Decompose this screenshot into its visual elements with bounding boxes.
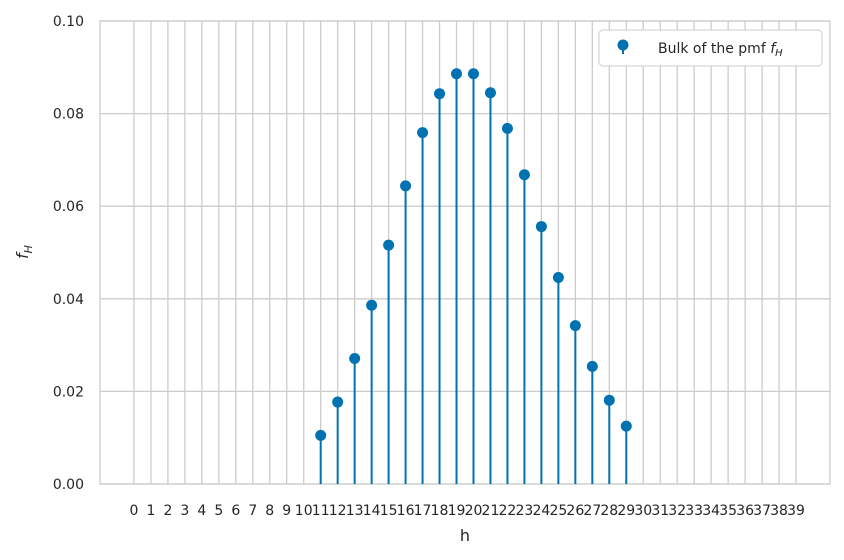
stem-marker xyxy=(383,239,395,251)
x-tick-label: 13 xyxy=(346,503,364,519)
x-tick-label: 30 xyxy=(634,503,652,519)
x-tick-label: 6 xyxy=(231,503,240,519)
x-tick-label: 7 xyxy=(248,503,257,519)
x-tick-label: 9 xyxy=(282,503,291,519)
stem-series xyxy=(315,68,632,484)
x-axis-label: h xyxy=(460,526,470,545)
stem-marker xyxy=(535,221,547,233)
legend-box xyxy=(598,29,823,67)
x-tick-label: 8 xyxy=(265,503,274,519)
x-tick-label: 4 xyxy=(197,503,206,519)
y-tick-labels: 0.00 0.02 0.04 0.06 0.08 0.10 xyxy=(53,14,84,493)
x-tick-label: 16 xyxy=(397,503,415,519)
x-tick-label: 19 xyxy=(448,503,466,519)
stem-marker xyxy=(332,396,344,408)
x-tick-label: 1 xyxy=(146,503,155,519)
x-tick-label: 10 xyxy=(295,503,313,519)
stem-marker xyxy=(569,320,581,332)
x-tick-label: 38 xyxy=(770,503,788,519)
x-tick-label: 24 xyxy=(532,503,550,519)
x-tick-label: 14 xyxy=(363,503,381,519)
x-tick-label: 2 xyxy=(163,503,172,519)
x-tick-label: 0 xyxy=(129,503,138,519)
stem-marker xyxy=(518,169,530,181)
x-tick-label: 12 xyxy=(329,503,347,519)
stem-marker xyxy=(603,394,615,406)
y-tick-label: 0.08 xyxy=(53,107,84,123)
stem-marker xyxy=(552,272,564,284)
y-tick-label: 0.10 xyxy=(53,14,84,30)
x-tick-labels: 0 1 2 3 4 5 6 7 8 9 10 11 12 13 14 15 16 17 18 19 20 21 22 23 24… xyxy=(129,503,804,519)
x-tick-label: 15 xyxy=(380,503,398,519)
stem-marker xyxy=(467,68,479,80)
x-tick-label: 36 xyxy=(736,503,754,519)
x-tick-label: 23 xyxy=(516,503,534,519)
plot-frame xyxy=(99,20,831,485)
x-tick-label: 5 xyxy=(214,503,223,519)
y-axis-label: fH xyxy=(13,245,35,259)
x-tick-label: 33 xyxy=(685,503,703,519)
x-tick-label: 27 xyxy=(583,503,601,519)
stem-marker xyxy=(366,299,378,311)
x-tick-label: 39 xyxy=(787,503,805,519)
stem-marker xyxy=(586,360,598,372)
x-tick-label: 37 xyxy=(753,503,771,519)
x-tick-label: 20 xyxy=(465,503,483,519)
x-tick-label: 29 xyxy=(617,503,635,519)
y-tick-label: 0.02 xyxy=(53,384,84,400)
x-tick-label: 31 xyxy=(651,503,669,519)
x-tick-label: 3 xyxy=(180,503,189,519)
x-tick-label: 34 xyxy=(702,503,720,519)
legend-label: Bulk of the pmf fH xyxy=(658,41,783,59)
x-tick-label: 32 xyxy=(668,503,686,519)
x-tick-label: 22 xyxy=(499,503,517,519)
x-tick-label: 35 xyxy=(719,503,737,519)
stem-marker xyxy=(484,87,496,99)
stem-marker xyxy=(434,88,446,100)
x-tick-label: 11 xyxy=(312,503,330,519)
y-tick-label: 0.06 xyxy=(53,199,84,215)
legend: Bulk of the pmf fH xyxy=(598,29,823,67)
stem-marker xyxy=(451,68,463,80)
stem-marker xyxy=(620,420,632,432)
x-tick-label: 26 xyxy=(566,503,584,519)
legend-marker xyxy=(617,39,629,51)
x-tick-label: 28 xyxy=(600,503,618,519)
y-tick-label: 0.04 xyxy=(53,292,84,308)
y-tick-label: 0.00 xyxy=(53,477,84,493)
stem-marker xyxy=(315,429,327,441)
x-tick-label: 21 xyxy=(482,503,500,519)
stem-marker xyxy=(501,122,513,134)
stem-marker xyxy=(400,180,412,192)
x-tick-label: 25 xyxy=(549,503,567,519)
stem-marker xyxy=(417,127,429,139)
x-tick-label: 18 xyxy=(431,503,449,519)
x-tick-label: 17 xyxy=(414,503,432,519)
stem-marker xyxy=(349,353,361,365)
